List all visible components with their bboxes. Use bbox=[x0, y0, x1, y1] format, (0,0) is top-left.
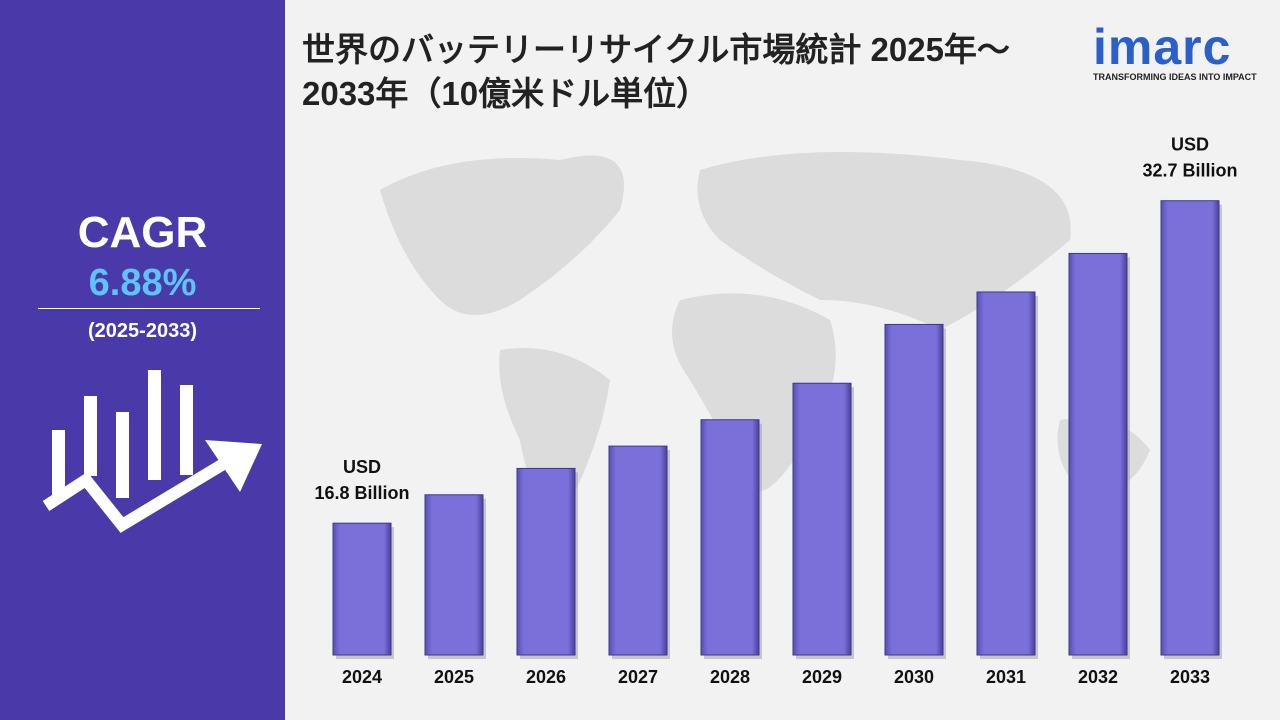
x-tick-label: 2030 bbox=[894, 667, 934, 687]
value-label: 32.7 Billion bbox=[1142, 161, 1237, 181]
value-label: USD bbox=[343, 457, 381, 477]
bar bbox=[332, 522, 392, 656]
logo-tagline: TRANSFORMING IDEAS INTO IMPACT bbox=[1093, 72, 1257, 82]
x-tick-label: 2029 bbox=[802, 667, 842, 687]
value-label: USD bbox=[1171, 135, 1209, 155]
x-tick-label: 2027 bbox=[618, 667, 658, 687]
x-tick-label: 2026 bbox=[526, 667, 566, 687]
x-tick-label: 2032 bbox=[1078, 667, 1118, 687]
logo: imarc TRANSFORMING IDEAS INTO IMPACT bbox=[1093, 22, 1257, 82]
x-tick-label: 2028 bbox=[710, 667, 750, 687]
sidebar: CAGR 6.88% (2025-2033) bbox=[0, 0, 285, 720]
divider bbox=[38, 308, 260, 309]
bar bbox=[1068, 252, 1128, 656]
value-label: 16.8 Billion bbox=[314, 483, 409, 503]
bar bbox=[424, 494, 484, 656]
x-tick-label: 2025 bbox=[434, 667, 474, 687]
bar bbox=[516, 467, 576, 656]
bar bbox=[608, 445, 668, 656]
bar bbox=[1160, 200, 1220, 656]
x-tick-label: 2033 bbox=[1170, 667, 1210, 687]
bar bbox=[792, 382, 852, 656]
growth-icon bbox=[42, 370, 262, 533]
x-tick-label: 2031 bbox=[986, 667, 1026, 687]
bar bbox=[700, 419, 760, 656]
chart-title: 世界のバッテリーリサイクル市場統計 2025年～2033年（10億米ドル単位） bbox=[302, 31, 1010, 112]
bar bbox=[976, 291, 1036, 656]
x-tick-label: 2024 bbox=[342, 667, 382, 687]
bar bbox=[884, 323, 944, 656]
cagr-period: (2025-2033) bbox=[88, 320, 197, 342]
cagr-value: 6.88% bbox=[88, 262, 197, 304]
cagr-label: CAGR bbox=[77, 208, 208, 257]
logo-name: imarc bbox=[1093, 19, 1232, 75]
